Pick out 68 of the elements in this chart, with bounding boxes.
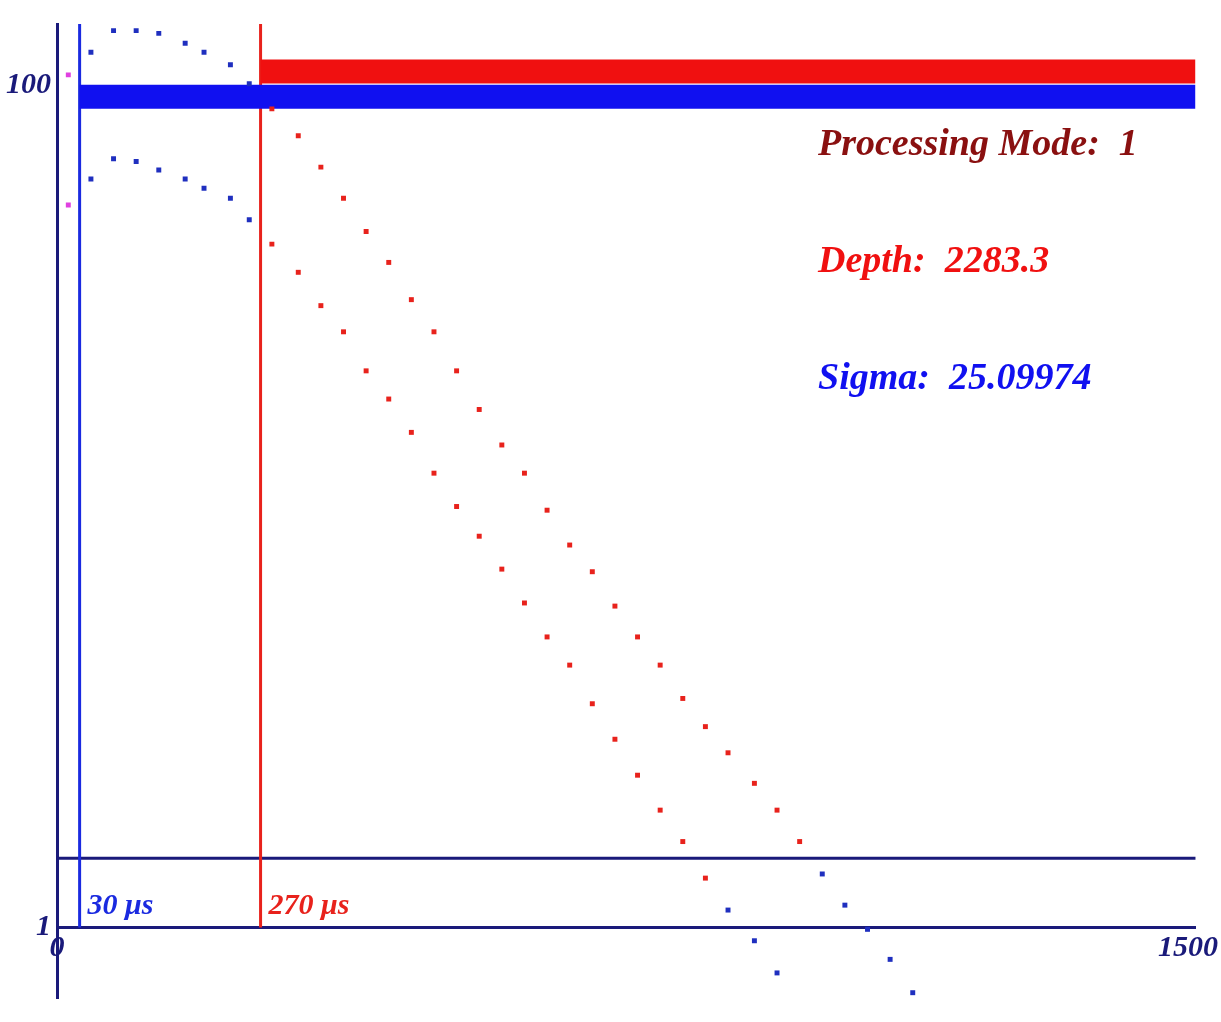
point	[657, 807, 663, 813]
ref-line-label: 270 μs	[267, 887, 350, 921]
point	[476, 407, 482, 412]
point	[635, 634, 641, 640]
y-tick-label: 1	[36, 908, 51, 942]
point	[454, 504, 460, 509]
point	[295, 269, 301, 275]
point	[612, 603, 618, 609]
point	[521, 470, 527, 476]
point	[567, 662, 573, 668]
point	[88, 176, 94, 182]
point	[133, 159, 139, 164]
point	[544, 634, 550, 640]
point	[227, 195, 233, 201]
point	[363, 368, 369, 374]
point	[269, 106, 275, 112]
point	[797, 839, 803, 845]
point	[318, 164, 324, 170]
point	[567, 542, 573, 548]
point	[657, 662, 663, 668]
point	[111, 28, 117, 34]
annotation: Depth: 2283.3	[817, 237, 1050, 280]
ref-line-label: 30 μs	[86, 887, 154, 921]
point	[454, 368, 460, 374]
point	[65, 202, 71, 208]
point	[386, 396, 392, 402]
point	[589, 569, 595, 575]
point	[751, 780, 757, 786]
point	[408, 297, 414, 303]
point	[295, 133, 301, 139]
point	[910, 990, 916, 996]
point	[589, 701, 595, 707]
point	[182, 40, 188, 46]
point	[612, 736, 618, 742]
point	[774, 970, 780, 976]
point	[386, 259, 392, 265]
point	[341, 329, 346, 335]
point	[680, 695, 686, 701]
point	[476, 533, 482, 539]
point	[702, 875, 708, 881]
point	[680, 839, 686, 845]
point	[111, 156, 117, 162]
annotation: Processing Mode: 1	[817, 120, 1138, 163]
point	[635, 772, 641, 778]
point	[865, 926, 870, 932]
point	[774, 807, 780, 813]
point	[499, 566, 505, 572]
point	[887, 956, 893, 962]
point	[363, 229, 369, 234]
point	[269, 241, 275, 247]
x-tick-label: 1500	[1157, 929, 1218, 963]
point	[318, 303, 324, 309]
point	[246, 217, 252, 223]
point	[408, 429, 414, 435]
point	[702, 724, 708, 730]
point	[156, 30, 162, 36]
point	[751, 938, 757, 944]
point	[341, 195, 346, 201]
y-tick-label: 100	[6, 66, 51, 100]
point	[133, 28, 139, 34]
point	[842, 902, 848, 908]
annotation: Sigma: 25.09974	[818, 354, 1092, 397]
point	[182, 176, 188, 182]
point	[227, 62, 233, 68]
point	[65, 72, 71, 78]
point	[521, 600, 527, 606]
point	[88, 49, 94, 55]
point	[544, 507, 550, 513]
